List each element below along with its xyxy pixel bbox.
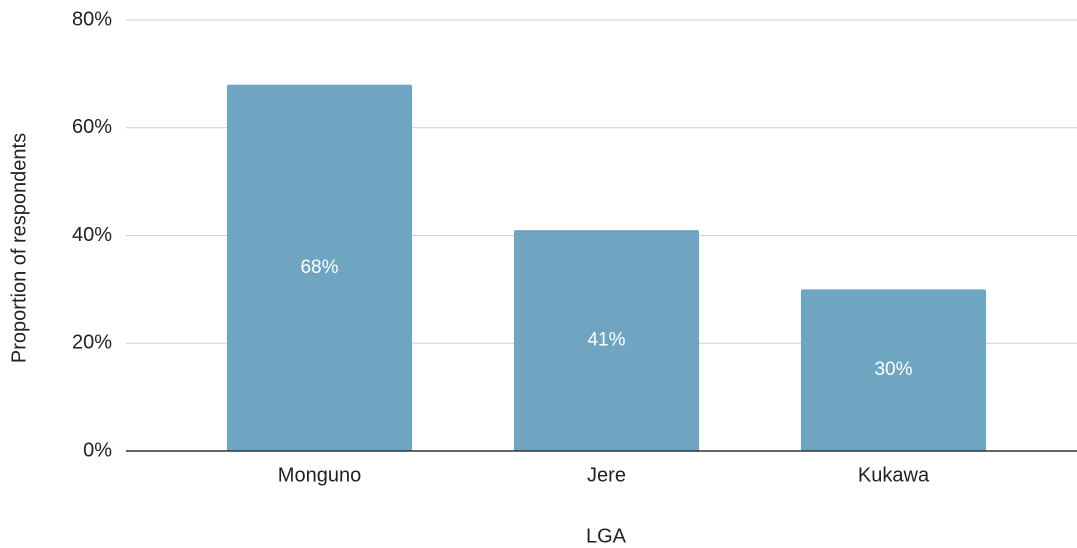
- x-tick-label: Kukawa: [858, 464, 930, 486]
- y-tick-label: 20%: [72, 332, 112, 354]
- x-tick-label: Monguno: [278, 464, 361, 486]
- y-tick-label: 0%: [83, 439, 112, 461]
- y-axis-title: Proportion of respondents: [8, 133, 30, 363]
- x-axis-title: LGA: [586, 525, 627, 547]
- data-label: 68%: [300, 257, 338, 278]
- data-label: 41%: [587, 330, 625, 351]
- x-tick-label: Jere: [587, 464, 626, 486]
- bar: [800, 289, 987, 451]
- data-label: 30%: [874, 359, 912, 380]
- y-tick-label: 60%: [72, 116, 112, 138]
- y-tick-label: 80%: [72, 8, 112, 30]
- bar: [226, 84, 413, 452]
- y-tick-label: 40%: [72, 224, 112, 246]
- bar: [513, 230, 700, 451]
